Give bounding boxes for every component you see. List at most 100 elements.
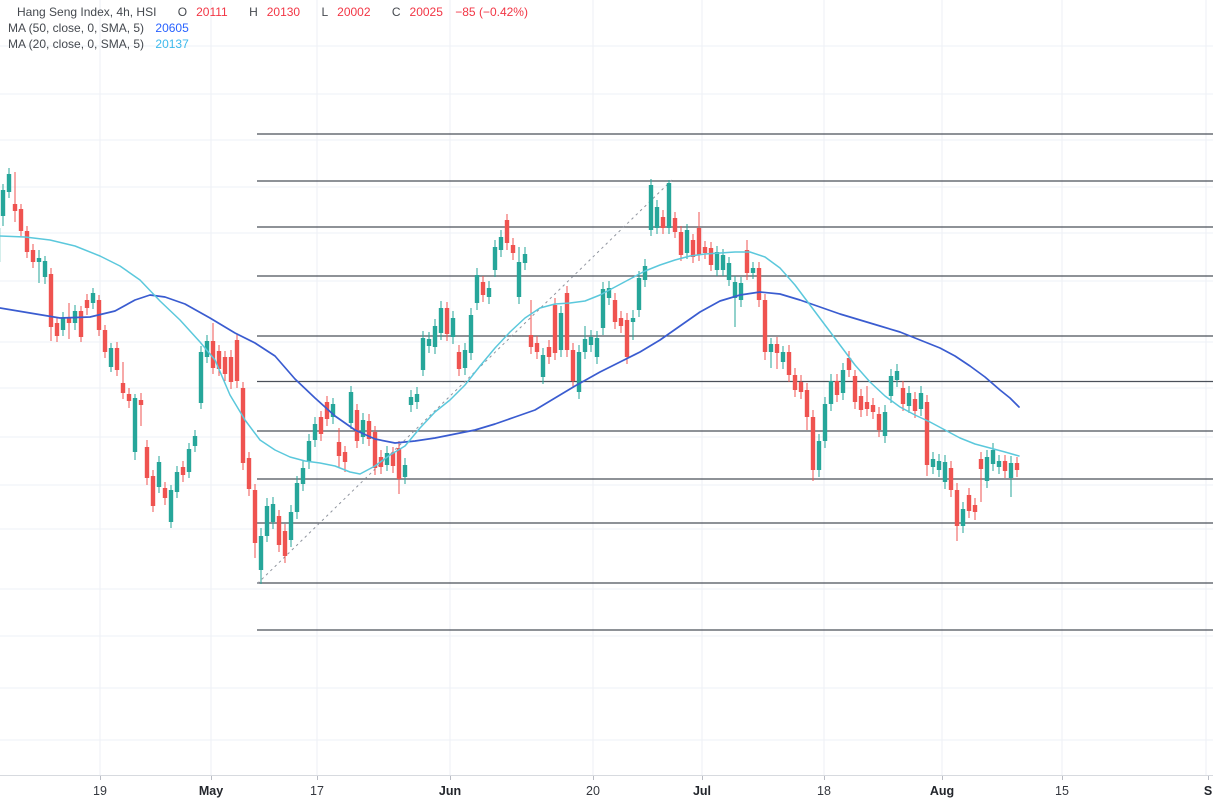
candle-up (462, 350, 468, 368)
candles-layer[interactable] (0, 168, 1020, 584)
candle-up (414, 394, 420, 402)
candle-up (522, 254, 528, 263)
ma20-value: 20137 (155, 37, 189, 51)
candle-down (690, 240, 696, 257)
legend-ma20-row[interactable]: MA (20, close, 0, SMA, 5) 20137 (8, 36, 528, 52)
fib-retracement-levels[interactable] (257, 133, 1213, 631)
candle-up (6, 174, 12, 192)
candle-down (252, 490, 258, 543)
candle-up (426, 339, 432, 346)
time-axis-label: Jun (438, 784, 462, 798)
candle-up (720, 255, 726, 270)
high-value: H 20130 (249, 5, 301, 19)
candle-down (372, 432, 378, 468)
candle-down (84, 300, 90, 308)
candle-down (234, 340, 240, 381)
candle-down (546, 347, 552, 357)
candle-down (564, 293, 570, 350)
candle-down (24, 231, 30, 252)
trend-line-dashed[interactable] (257, 179, 673, 584)
time-axis-tick (942, 776, 943, 780)
symbol-title: Hang Seng Index, 4h, HSI (17, 5, 157, 19)
candle-down (12, 204, 18, 211)
candle-down (456, 352, 462, 369)
candle-down (126, 394, 132, 401)
candle-down (276, 516, 282, 545)
candle-down (222, 357, 228, 374)
candle-up (270, 504, 276, 522)
candle-down (858, 396, 864, 410)
candle-up (816, 441, 822, 470)
time-axis[interactable]: 19 May 17 Jun 20 Jul 18 Aug 15 S (0, 775, 1213, 808)
candle-down (660, 217, 666, 228)
candle-up (186, 449, 192, 472)
candle-up (984, 457, 990, 481)
candle-up (474, 275, 480, 303)
candle-down (18, 209, 24, 231)
candle-up (90, 293, 96, 303)
candle-up (684, 230, 690, 253)
candle-up (738, 283, 744, 300)
time-axis-tick (1208, 776, 1209, 780)
candle-down (66, 318, 72, 323)
time-axis-label: 15 (1055, 784, 1069, 798)
time-axis-label: 17 (310, 784, 324, 798)
candle-down (102, 330, 108, 352)
time-axis-label: Jul (692, 784, 712, 798)
ma20-line[interactable] (0, 235, 1020, 475)
candle-up (936, 461, 942, 470)
candle-up (558, 313, 564, 350)
candle-down (948, 468, 954, 490)
candle-up (750, 268, 756, 273)
candle-down (570, 350, 576, 381)
candle-down (762, 300, 768, 352)
candle-down (792, 375, 798, 390)
candle-up (204, 341, 210, 357)
candle-up (918, 393, 924, 409)
candle-up (258, 536, 264, 570)
time-axis-tick (702, 776, 703, 780)
candle-down (396, 448, 402, 479)
price-chart-pane[interactable] (0, 0, 1213, 775)
candle-down (366, 421, 372, 439)
time-axis-label: 19 (93, 784, 107, 798)
candle-down (324, 402, 330, 419)
candle-down (150, 476, 156, 506)
candle-down (708, 248, 714, 265)
candle-up (438, 308, 444, 333)
ma20-label: MA (20, close, 0, SMA, 5) (8, 37, 145, 51)
candle-down (444, 308, 450, 334)
candle-down (678, 232, 684, 255)
candle-down (798, 382, 804, 392)
candle-up (714, 252, 720, 270)
candle-up (402, 465, 408, 477)
candle-down (672, 218, 678, 232)
candle-up (192, 436, 198, 446)
candle-down (216, 351, 222, 369)
candle-down (756, 268, 762, 300)
time-axis-label: S (1203, 784, 1213, 798)
candle-up (498, 237, 504, 250)
candle-up (312, 424, 318, 440)
candle-down (336, 442, 342, 456)
time-axis-tick (1062, 776, 1063, 780)
candle-up (828, 381, 834, 404)
ma50-line[interactable] (0, 291, 1020, 444)
candle-up (408, 397, 414, 405)
candle-up (198, 352, 204, 403)
legend-ma50-row[interactable]: MA (50, close, 0, SMA, 5) 20605 (8, 20, 528, 36)
legend-symbol-row[interactable]: Hang Seng Index, 4h, HSI O 20111 H 20130 L… (8, 4, 528, 20)
candle-up (330, 404, 336, 417)
candle-up (894, 371, 900, 380)
candle-up (294, 483, 300, 512)
candle-down (138, 400, 144, 405)
candle-up (942, 462, 948, 482)
time-axis-label: May (198, 784, 224, 798)
candle-up (1008, 463, 1014, 478)
candle-up (768, 344, 774, 352)
candle-down (612, 300, 618, 322)
candle-up (840, 370, 846, 393)
candle-up (432, 326, 438, 347)
ma50-value: 20605 (155, 21, 189, 35)
